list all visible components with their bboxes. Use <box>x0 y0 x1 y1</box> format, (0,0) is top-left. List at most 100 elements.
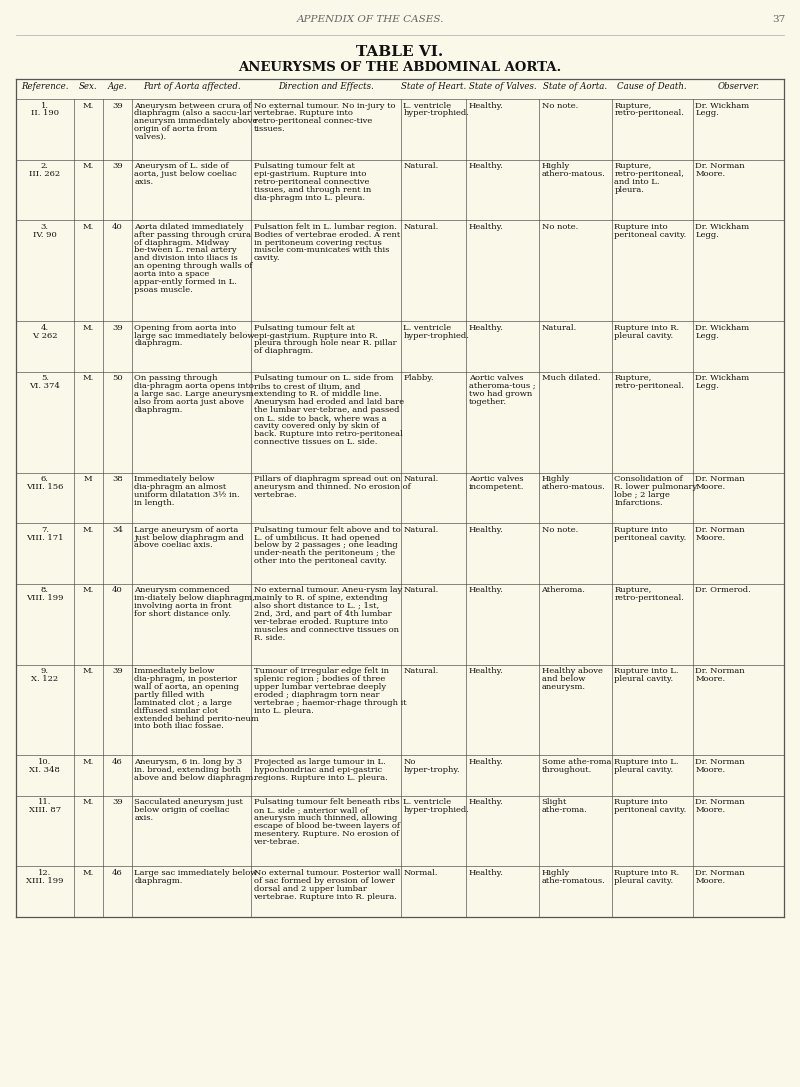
Text: for short distance only.: for short distance only. <box>134 610 231 619</box>
Text: No: No <box>403 758 416 766</box>
Text: Some athe-roma: Some athe-roma <box>542 758 611 766</box>
Text: Natural.: Natural. <box>542 324 577 332</box>
Text: 46: 46 <box>112 758 122 766</box>
Text: hypochondriac and epi-gastric: hypochondriac and epi-gastric <box>254 765 382 774</box>
Text: im-diately below diaphragm,: im-diately below diaphragm, <box>134 595 255 602</box>
Text: laminated clot ; a large: laminated clot ; a large <box>134 699 232 707</box>
Text: Aneurysm had eroded and laid bare: Aneurysm had eroded and laid bare <box>254 398 405 405</box>
Text: L. of umbilicus. It had opened: L. of umbilicus. It had opened <box>254 534 380 541</box>
Text: connective tissues on L. side.: connective tissues on L. side. <box>254 438 377 446</box>
Text: retro-peritoneal,: retro-peritoneal, <box>614 170 684 178</box>
Text: Immediately below: Immediately below <box>134 475 215 483</box>
Text: VIII. 171: VIII. 171 <box>26 534 63 541</box>
Text: 50: 50 <box>112 374 122 383</box>
Text: Moore.: Moore. <box>695 483 726 491</box>
Text: pleural cavity.: pleural cavity. <box>614 877 674 885</box>
Text: Natural.: Natural. <box>403 667 438 675</box>
Text: Sacculated aneurysm just: Sacculated aneurysm just <box>134 798 243 807</box>
Text: 8.: 8. <box>41 586 49 595</box>
Text: diaphragm.: diaphragm. <box>134 405 183 414</box>
Text: athero-matous.: athero-matous. <box>542 170 606 178</box>
Text: 39: 39 <box>112 667 122 675</box>
Text: Bodies of vertebrae eroded. A rent: Bodies of vertebrae eroded. A rent <box>254 230 400 239</box>
Text: hyper-trophied.: hyper-trophied. <box>403 332 469 339</box>
Text: psoas muscle.: psoas muscle. <box>134 286 194 295</box>
Text: an opening through walls of: an opening through walls of <box>134 262 253 271</box>
Text: Pulsating tumour felt at: Pulsating tumour felt at <box>254 162 354 170</box>
Text: 39: 39 <box>112 324 122 332</box>
Text: eroded ; diaphragm torn near: eroded ; diaphragm torn near <box>254 690 379 699</box>
Text: 40: 40 <box>112 586 122 595</box>
Text: also short distance to L. ; 1st,: also short distance to L. ; 1st, <box>254 602 378 610</box>
Text: Natural.: Natural. <box>403 586 438 595</box>
Text: peritoneal cavity.: peritoneal cavity. <box>614 230 686 239</box>
Text: Healthy.: Healthy. <box>469 324 503 332</box>
Text: Natural.: Natural. <box>403 162 438 170</box>
Text: mesentery. Rupture. No erosion of: mesentery. Rupture. No erosion of <box>254 830 398 838</box>
Text: L. ventricle: L. ventricle <box>403 798 451 807</box>
Text: Tumour of irregular edge felt in: Tumour of irregular edge felt in <box>254 667 389 675</box>
Text: Pulsating tumour felt above and to: Pulsating tumour felt above and to <box>254 526 400 534</box>
Text: Aortic valves: Aortic valves <box>469 475 523 483</box>
Text: Moore.: Moore. <box>695 170 726 178</box>
Text: pleura through hole near R. pillar: pleura through hole near R. pillar <box>254 339 396 348</box>
Text: retro-peritoneal.: retro-peritoneal. <box>614 595 684 602</box>
Text: uniform dilatation 3½ in.: uniform dilatation 3½ in. <box>134 491 240 499</box>
Text: Pulsation felt in L. lumbar region.: Pulsation felt in L. lumbar region. <box>254 223 396 230</box>
Text: TABLE VI.: TABLE VI. <box>356 45 444 59</box>
Text: Legg.: Legg. <box>695 230 719 239</box>
Text: into both iliac fossae.: into both iliac fossae. <box>134 723 224 730</box>
Text: muscle com-municates with this: muscle com-municates with this <box>254 247 389 254</box>
Text: Healthy.: Healthy. <box>469 667 503 675</box>
Text: Dr. Norman: Dr. Norman <box>695 526 745 534</box>
Text: Moore.: Moore. <box>695 807 726 814</box>
Text: No note.: No note. <box>542 223 578 230</box>
Text: dia-phragm, in posterior: dia-phragm, in posterior <box>134 675 238 683</box>
Text: retro-peritoneal.: retro-peritoneal. <box>614 110 684 117</box>
Text: M.: M. <box>82 101 94 110</box>
Text: Dr. Norman: Dr. Norman <box>695 475 745 483</box>
Text: Flabby.: Flabby. <box>403 374 434 383</box>
Text: also from aorta just above: also from aorta just above <box>134 398 245 405</box>
Text: incompetent.: incompetent. <box>469 483 524 491</box>
Text: ANEURYSMS OF THE ABDOMINAL AORTA.: ANEURYSMS OF THE ABDOMINAL AORTA. <box>238 61 562 74</box>
Text: dia-phragm aorta opens into: dia-phragm aorta opens into <box>134 383 254 390</box>
Text: upper lumbar vertebrae deeply: upper lumbar vertebrae deeply <box>254 683 386 691</box>
Text: M.: M. <box>82 869 94 877</box>
Text: Projected as large tumour in L.: Projected as large tumour in L. <box>254 758 386 766</box>
Text: Aneurysm between crura of: Aneurysm between crura of <box>134 101 252 110</box>
Text: Legg.: Legg. <box>695 332 719 339</box>
Text: cavity.: cavity. <box>254 254 280 262</box>
Text: back. Rupture into retro-peritoneal: back. Rupture into retro-peritoneal <box>254 429 402 438</box>
Text: XI. 348: XI. 348 <box>30 765 60 774</box>
Text: Healthy.: Healthy. <box>469 586 503 595</box>
Text: lobe ; 2 large: lobe ; 2 large <box>614 491 670 499</box>
Text: 3.: 3. <box>41 223 49 230</box>
Text: tissues, and through rent in: tissues, and through rent in <box>254 186 370 193</box>
Text: in length.: in length. <box>134 499 175 507</box>
Text: Rupture,: Rupture, <box>614 101 652 110</box>
Text: Normal.: Normal. <box>403 869 438 877</box>
Text: Legg.: Legg. <box>695 110 719 117</box>
Text: Healthy.: Healthy. <box>469 101 503 110</box>
Text: hyper-trophied.: hyper-trophied. <box>403 807 469 814</box>
Text: epi-gastrium. Rupture into R.: epi-gastrium. Rupture into R. <box>254 332 378 339</box>
Text: 46: 46 <box>112 869 122 877</box>
Text: Rupture,: Rupture, <box>614 586 652 595</box>
Text: in. broad, extending both: in. broad, extending both <box>134 765 242 774</box>
Text: pleural cavity.: pleural cavity. <box>614 675 674 683</box>
Text: R. lower pulmonary: R. lower pulmonary <box>614 483 698 491</box>
Text: II. 190: II. 190 <box>30 110 59 117</box>
Text: Pillars of diaphragm spread out on: Pillars of diaphragm spread out on <box>254 475 400 483</box>
Text: aneurysm and thinned. No erosion of: aneurysm and thinned. No erosion of <box>254 483 410 491</box>
Text: Healthy.: Healthy. <box>469 869 503 877</box>
Text: Highly: Highly <box>542 162 570 170</box>
Text: Sex.: Sex. <box>79 82 98 91</box>
Text: Reference.: Reference. <box>21 82 69 91</box>
Text: origin of aorta from: origin of aorta from <box>134 125 218 134</box>
Text: after passing through crura: after passing through crura <box>134 230 251 239</box>
Text: throughout.: throughout. <box>542 765 592 774</box>
Text: Much dilated.: Much dilated. <box>542 374 600 383</box>
Text: 10.: 10. <box>38 758 51 766</box>
Text: No external tumour. Posterior wall: No external tumour. Posterior wall <box>254 869 400 877</box>
